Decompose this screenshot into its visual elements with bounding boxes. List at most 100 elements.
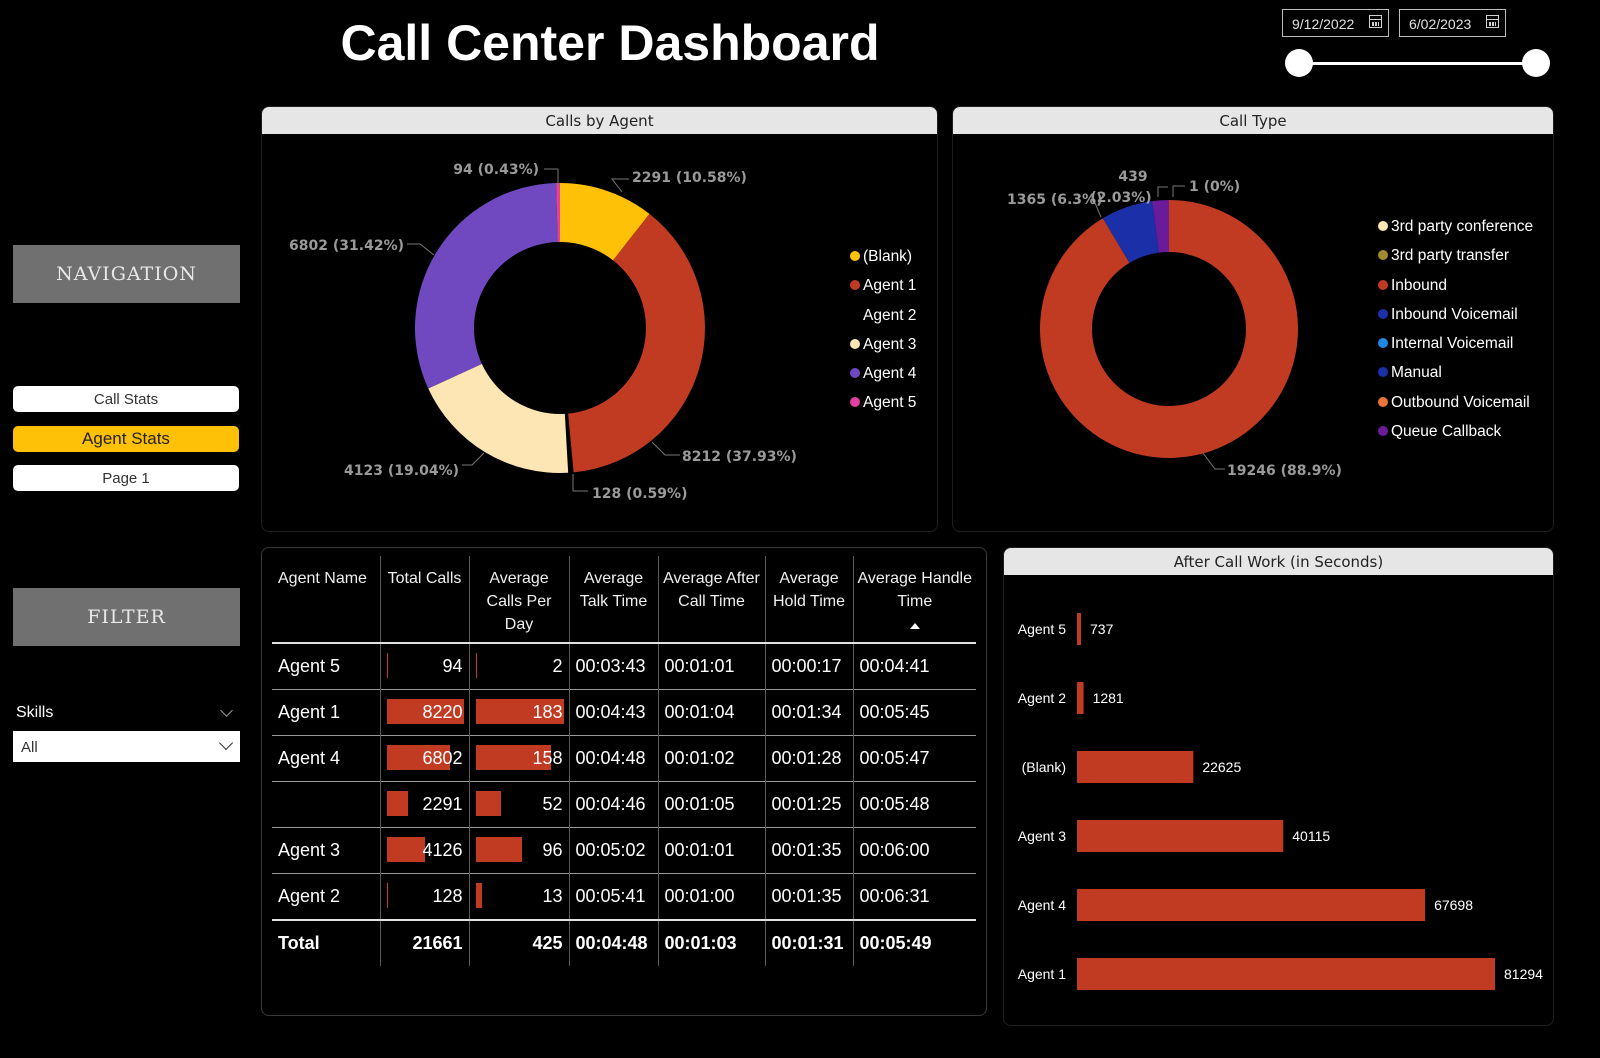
after-call-time-cell: 00:01:02	[657, 735, 765, 782]
acw-bar-agent-2[interactable]	[1077, 682, 1084, 714]
legend-dot-icon	[1378, 308, 1388, 319]
call-type-legend-item-outbound-voicemail[interactable]: Outbound Voicemail	[1378, 394, 1533, 423]
date-slider-end-handle[interactable]	[1522, 49, 1550, 77]
legend-dot-icon	[1378, 250, 1388, 261]
nav-page-1-button[interactable]: Page 1	[13, 465, 239, 491]
hold-time-cell: 00:01:35	[764, 873, 853, 920]
calls-by-agent-legend-item-agent-1[interactable]: Agent 1	[850, 277, 916, 306]
col-avg-handle-time[interactable]: Average Handle Time	[852, 556, 976, 643]
table-row[interactable]: Agent 3 4126 96 00:05:02 00:01:01 00:01:35 00:…	[272, 827, 976, 874]
sort-ascending-icon[interactable]	[909, 623, 920, 629]
legend-dot-icon	[850, 338, 860, 349]
agent-name-cell: Agent 3	[272, 827, 380, 874]
col-avg-talk-time[interactable]: Average Talk Time	[568, 556, 658, 643]
end-date-value: 6/02/2023	[1409, 16, 1472, 32]
call-type-legend-item-inbound-voicemail[interactable]: Inbound Voicemail	[1378, 306, 1533, 335]
calls-by-agent-leader-line	[572, 474, 588, 492]
call-type-legend-label: Manual	[1391, 364, 1442, 382]
call-type-data-label-inbound: 19246 (88.9%)	[1227, 463, 1342, 479]
col-avg-handle-time-label: Average Handle Time	[857, 570, 972, 610]
calls-by-agent-slice-blank[interactable]	[560, 183, 650, 261]
after-call-work-panel: After Call Work (in Seconds) Agent 5 737 A…	[1003, 547, 1554, 1026]
calls-by-agent-legend-item-agent-4[interactable]: Agent 4	[850, 365, 916, 394]
total-label-cell: Total	[272, 919, 380, 966]
handle-time-cell: 00:05:47	[852, 735, 976, 782]
calls-by-agent-slice-agent-3[interactable]	[428, 363, 569, 473]
calls-by-agent-legend-item-agent-5[interactable]: Agent 5	[850, 394, 916, 423]
agent-stats-table-panel: Agent Name Total Calls Average Calls Per…	[261, 547, 987, 1016]
call-type-legend-item-inbound[interactable]: Inbound	[1378, 277, 1533, 306]
calls-by-agent-slice-agent-5[interactable]	[556, 183, 560, 243]
call-type-legend-item-3rd-party-conference[interactable]: 3rd party conference	[1378, 218, 1533, 247]
start-date-value: 9/12/2022	[1292, 16, 1355, 32]
acw-bar-blank[interactable]	[1077, 751, 1194, 783]
call-type-leader-line	[1172, 185, 1185, 197]
call-type-legend-item-manual[interactable]: Manual	[1378, 364, 1533, 393]
date-slider-start-handle[interactable]	[1285, 49, 1313, 77]
total-calls-cell: 2291	[379, 781, 469, 828]
call-type-panel: Call Type 19246 (88.9%) 1365 (6.3%) 439 1 (…	[952, 106, 1554, 532]
call-type-data-label-3rd-party-transfer: 1 (0%)	[1189, 179, 1240, 195]
col-avg-after-call-time[interactable]: Average After Call Time	[657, 556, 765, 643]
col-avg-hold-time[interactable]: Average Hold Time	[764, 556, 853, 643]
calls-by-agent-title: Calls by Agent	[262, 107, 937, 134]
start-date-input[interactable]: 9/12/2022	[1282, 9, 1389, 37]
chevron-down-icon	[218, 735, 234, 751]
call-type-slice-inbound[interactable]	[1040, 200, 1298, 458]
acw-bar-agent-3[interactable]	[1077, 820, 1284, 852]
calls-by-agent-legend-label: Agent 1	[863, 277, 917, 295]
table-row[interactable]: Agent 2 128 13 00:05:41 00:01:00 00:01:35 00:0…	[272, 873, 976, 920]
call-type-legend-item-queue-callback[interactable]: Queue Callback	[1378, 423, 1533, 452]
call-type-slice-queue-callback[interactable]	[1152, 200, 1169, 253]
table-row[interactable]: 2291 52 00:04:46 00:01:05 00:01:25 00:05:48	[272, 781, 976, 828]
nav-call-stats-button[interactable]: Call Stats	[13, 386, 239, 412]
call-type-legend-item-3rd-party-transfer[interactable]: 3rd party transfer	[1378, 247, 1533, 276]
table-row[interactable]: Agent 4 6802 158 00:04:48 00:01:02 00:01:28 00…	[272, 735, 976, 782]
calls-by-agent-slice-agent-4[interactable]	[415, 183, 558, 389]
call-type-leader-line	[1202, 452, 1225, 470]
agent-name-cell: Agent 5	[272, 642, 380, 690]
calls-by-agent-legend-item-agent-2[interactable]: Agent 2	[850, 307, 916, 336]
calls-by-agent-slice-agent-2[interactable]	[564, 413, 574, 473]
acw-value-label: 737	[1090, 621, 1114, 637]
date-slider-track[interactable]	[1298, 62, 1536, 65]
acw-bar-agent-1[interactable]	[1077, 958, 1495, 990]
data-bar	[475, 745, 552, 770]
calls-by-agent-slice-agent-1[interactable]	[568, 213, 705, 473]
skills-dropdown[interactable]: All	[13, 731, 240, 762]
calls-by-agent-data-label-agent-3: 4123 (19.04%)	[344, 463, 459, 479]
data-bar	[386, 699, 464, 724]
chevron-down-icon[interactable]	[220, 704, 233, 717]
data-bar	[475, 837, 522, 862]
agent-name-cell: Agent 1	[272, 689, 380, 736]
legend-dot-icon	[850, 309, 860, 320]
acw-bar-agent-4[interactable]	[1077, 889, 1426, 921]
agent-name-cell	[272, 781, 380, 828]
data-bar	[475, 791, 501, 816]
nav-agent-stats-button[interactable]: Agent Stats	[13, 426, 239, 452]
calls-by-agent-data-label-agent-2: 128 (0.59%)	[592, 486, 687, 502]
after-call-time-cell: 00:01:05	[657, 781, 765, 828]
call-type-legend-item-internal-voicemail[interactable]: Internal Voicemail	[1378, 335, 1533, 364]
calendar-icon[interactable]	[1486, 15, 1499, 28]
call-type-title: Call Type	[953, 107, 1553, 134]
acw-bar-agent-5[interactable]	[1077, 613, 1081, 645]
col-avg-calls-per-day[interactable]: Average Calls Per Day	[468, 556, 569, 643]
calendar-icon[interactable]	[1369, 15, 1382, 28]
end-date-input[interactable]: 6/02/2023	[1399, 9, 1506, 37]
acw-category-label: Agent 2	[1018, 690, 1066, 706]
table-row[interactable]: Agent 1 8220 183 00:04:43 00:01:04 00:01:34 00…	[272, 689, 976, 736]
call-type-legend-label: Internal Voicemail	[1391, 335, 1514, 353]
calls-by-agent-legend-item-agent-3[interactable]: Agent 3	[850, 336, 916, 365]
call-type-slice-manual[interactable]	[1102, 201, 1159, 263]
col-agent-name[interactable]: Agent Name	[278, 570, 367, 587]
legend-dot-icon	[1378, 221, 1388, 231]
handle-time-cell: 00:05:45	[852, 689, 976, 736]
table-row[interactable]: Agent 5 94 2 00:03:43 00:01:01 00:00:17 00:04:…	[272, 642, 976, 690]
calls-by-agent-leader-line	[462, 452, 485, 466]
call-type-data-label-manual: 1365 (6.3%)	[1007, 192, 1102, 208]
calls-by-agent-legend-item-blank[interactable]: (Blank)	[850, 248, 916, 277]
hold-time-cell: 00:01:34	[764, 689, 853, 736]
cell-value: 6802	[422, 748, 463, 768]
col-total-calls[interactable]: Total Calls	[379, 556, 469, 643]
